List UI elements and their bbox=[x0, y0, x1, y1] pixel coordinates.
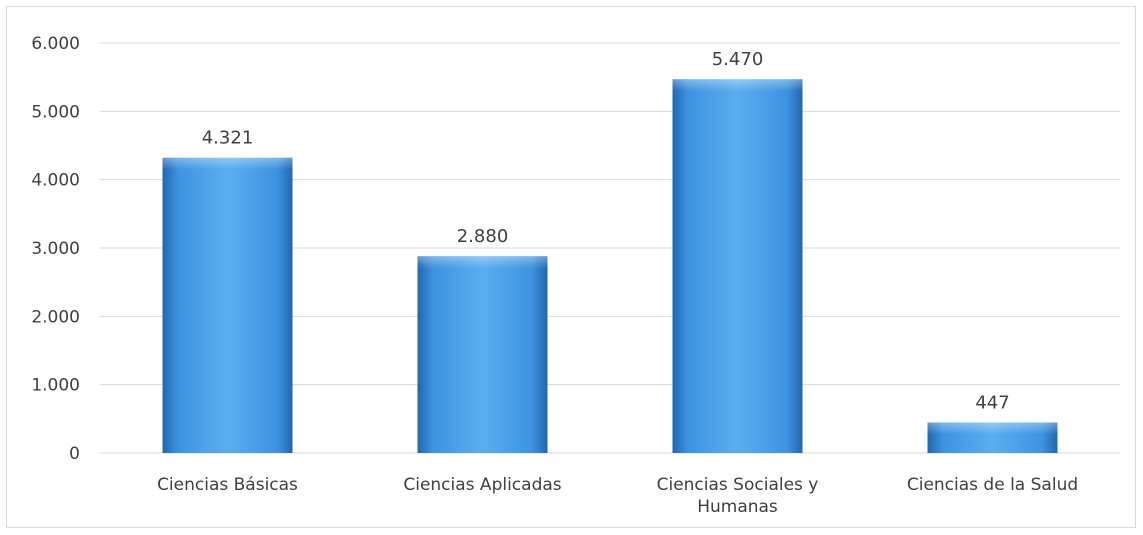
bar-highlight bbox=[672, 79, 803, 92]
data-label: 5.470 bbox=[712, 49, 764, 70]
x-category-label: Ciencias Aplicadas bbox=[403, 475, 561, 495]
bar bbox=[417, 256, 548, 453]
x-category-label-line: Ciencias Básicas bbox=[157, 475, 298, 495]
x-category-label: Ciencias de la Salud bbox=[907, 475, 1078, 495]
x-category-label-line: Humanas bbox=[697, 497, 778, 517]
bar-highlight bbox=[927, 422, 1058, 435]
data-labels: 4.321 2.880 5.470 447 bbox=[202, 49, 1010, 413]
y-tick-label: 2.000 bbox=[31, 307, 80, 327]
x-axis-category-labels: Ciencias Básicas Ciencias Aplicadas Cienci… bbox=[157, 475, 1078, 517]
y-tick-label: 5.000 bbox=[31, 102, 80, 122]
x-category-label: Ciencias Sociales y Humanas bbox=[657, 475, 819, 517]
bar bbox=[672, 79, 803, 453]
bar-body bbox=[417, 256, 548, 453]
y-tick-label: 4.000 bbox=[31, 171, 80, 191]
y-tick-label: 3.000 bbox=[31, 239, 80, 259]
data-label: 4.321 bbox=[202, 128, 254, 149]
x-category-label-line: Ciencias Sociales y bbox=[657, 475, 819, 495]
y-tick-label: 0 bbox=[69, 444, 80, 464]
bar-body bbox=[672, 79, 803, 453]
data-label: 2.880 bbox=[457, 226, 509, 247]
y-tick-label: 6.000 bbox=[31, 34, 80, 54]
bars bbox=[162, 79, 1058, 453]
bar-highlight bbox=[162, 157, 293, 170]
x-category-label-line: Ciencias de la Salud bbox=[907, 475, 1078, 495]
bar bbox=[162, 157, 293, 453]
x-category-label-line: Ciencias Aplicadas bbox=[403, 475, 561, 495]
y-tick-label: 1.000 bbox=[31, 376, 80, 396]
bar bbox=[927, 422, 1058, 453]
bar-body bbox=[162, 157, 293, 453]
y-axis-tick-labels: 0 1.000 2.000 3.000 4.000 5.000 6.000 bbox=[31, 34, 80, 464]
x-category-label: Ciencias Básicas bbox=[157, 475, 298, 495]
bar-highlight bbox=[417, 256, 548, 269]
data-label: 447 bbox=[975, 392, 1009, 413]
